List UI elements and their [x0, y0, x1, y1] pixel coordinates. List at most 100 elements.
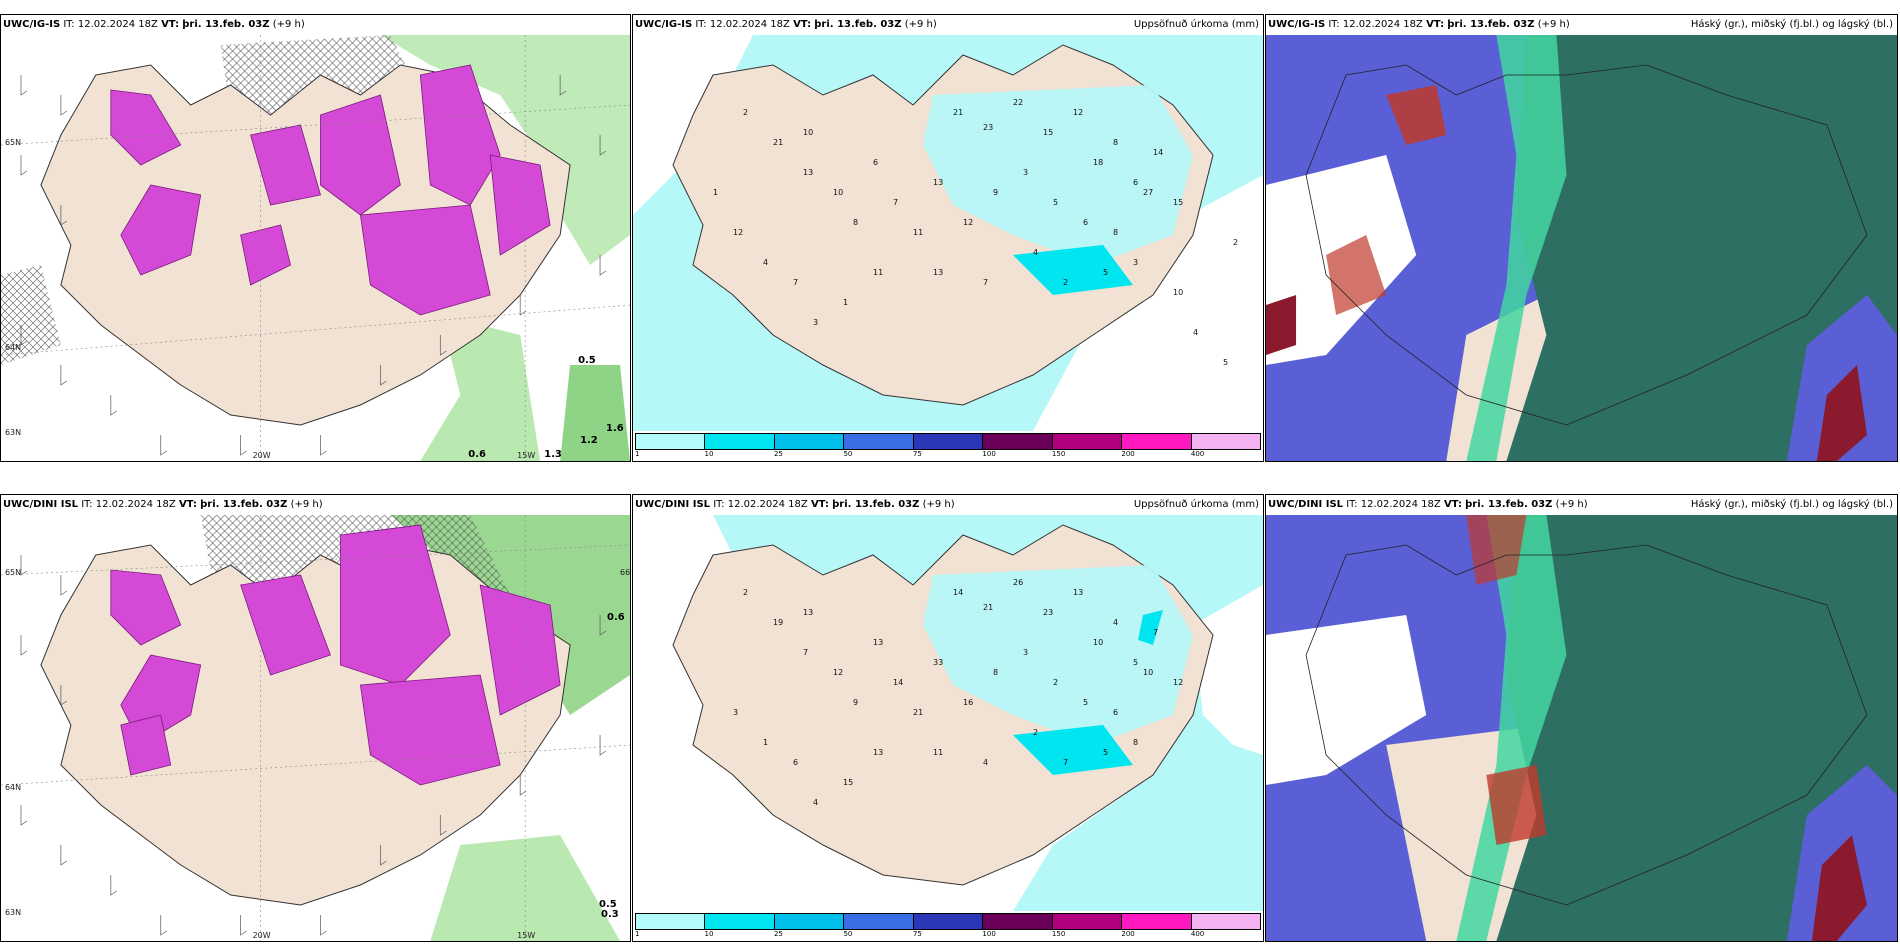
- panel-title: Háský (gr.), miðský (fj.bl.) og lágský (…: [1690, 19, 1893, 30]
- cloud-map: [1266, 515, 1897, 941]
- vt-value: þri. 13.feb. 03Z: [1447, 19, 1535, 30]
- colorbar-tick: 200: [1121, 450, 1135, 458]
- station-precip-value: 14: [953, 588, 963, 597]
- station-precip-value: 5: [1103, 748, 1108, 757]
- station-precip-value: 12: [733, 228, 743, 237]
- colorbar-ticks: 1 10 25 50 75 100 150 200 400: [635, 930, 1261, 939]
- model-name: UWC/DINI ISL: [635, 499, 711, 510]
- station-precip-value: 15: [1173, 198, 1183, 207]
- panel-header: UWC/DINI ISL IT: 12.02.2024 18Z VT: þri.…: [1, 495, 630, 515]
- station-precip-value: 1: [763, 738, 768, 747]
- station-precip-value: 6: [1133, 178, 1138, 187]
- cloud-cover-panel-dini: UWC/DINI ISL IT: 12.02.2024 18Z VT: þri.…: [1265, 494, 1898, 942]
- station-precip-value: 6: [873, 158, 878, 167]
- station-precip-value: 27: [1143, 188, 1153, 197]
- colorbar-swatch: [1052, 914, 1123, 929]
- colorbar: 1 10 25 50 75 100 150 200 400: [635, 433, 1261, 459]
- station-precip-value: 4: [1033, 248, 1038, 257]
- colorbar-tick: 200: [1121, 930, 1135, 938]
- cloud-cover-panel-igis: UWC/IG-IS IT: 12.02.2024 18Z VT: þri. 13…: [1265, 14, 1898, 462]
- station-precip-value: 26: [1013, 578, 1023, 587]
- station-precip-value: 8: [993, 668, 998, 677]
- colorbar-swatch: [774, 914, 845, 929]
- accum-numbers: 2191371421262313104512913142133168325610…: [733, 578, 1183, 807]
- lon-label: 15W: [517, 451, 535, 460]
- station-precip-value: 7: [1063, 758, 1068, 767]
- precip-panel-igis: UWC/IG-IS IT: 12.02.2024 18Z VT: þri. 13…: [0, 14, 631, 462]
- colorbar-tick: 400: [1190, 930, 1205, 938]
- station-precip-value: 13: [873, 638, 883, 647]
- colorbar-swatch: [1191, 434, 1260, 449]
- lon-label: 15W: [517, 931, 535, 940]
- station-precip-value: 13: [1073, 588, 1083, 597]
- station-precip-value: 2: [743, 588, 748, 597]
- lead-time: (+9 h): [904, 19, 937, 30]
- station-precip-value: 11: [913, 228, 923, 237]
- station-precip-value: 7: [893, 198, 898, 207]
- colorbar-swatch: [913, 434, 984, 449]
- station-precip-value: 3: [1023, 648, 1028, 657]
- station-precip-value: 11: [933, 748, 943, 757]
- station-precip-value: 2: [1033, 728, 1038, 737]
- colorbar-tick: 25: [773, 930, 783, 938]
- station-precip-value: 15: [1043, 128, 1053, 137]
- lon-label: 20W: [253, 931, 271, 940]
- vt-value: þri. 13.feb. 03Z: [814, 19, 902, 30]
- colorbar-tick: 10: [704, 930, 714, 938]
- precip-value-label: 0.5: [599, 899, 617, 910]
- panel-header: UWC/DINI ISL IT: 12.02.2024 18Z VT: þri.…: [633, 495, 1263, 515]
- station-precip-value: 2: [1233, 238, 1238, 247]
- vt-label: VT:: [810, 499, 829, 510]
- colorbar-swatch: [636, 434, 706, 449]
- precip-value-label: 1.6: [606, 423, 624, 434]
- lat-label: 66N: [620, 568, 630, 577]
- colorbar-swatch: [913, 914, 984, 929]
- colorbar-tick: 150: [1051, 450, 1066, 458]
- cloud-map: [1266, 35, 1897, 461]
- it-label: IT:: [81, 499, 93, 510]
- colorbar-swatch: [1122, 914, 1192, 929]
- it-label: IT:: [1328, 19, 1340, 30]
- station-precip-value: 21: [983, 603, 993, 612]
- vt-value: þri. 13.feb. 03Z: [200, 499, 288, 510]
- station-precip-value: 8: [1133, 738, 1138, 747]
- station-precip-value: 10: [833, 188, 843, 197]
- vt-value: þri. 13.feb. 03Z: [1465, 499, 1553, 510]
- station-precip-value: 10: [1143, 668, 1153, 677]
- accum-numbers: 2211013212322151218861086711131293568271…: [713, 98, 1238, 367]
- station-precip-value: 8: [1113, 138, 1118, 147]
- precip-value-label: 0.5: [578, 355, 596, 366]
- precip-map: 65N 64N 63N 20W 15W 0.5 1.6 1.2 0.6 1.3: [1, 35, 630, 461]
- station-precip-value: 23: [1043, 608, 1053, 617]
- precip-value-label: 0.3: [601, 909, 619, 920]
- station-precip-value: 14: [893, 678, 903, 687]
- panel-header: UWC/DINI ISL IT: 12.02.2024 18Z VT: þri.…: [1266, 495, 1897, 515]
- station-precip-value: 4: [763, 258, 768, 267]
- lead-time: (+9 h): [1537, 19, 1570, 30]
- colorbar-swatch: [1122, 434, 1192, 449]
- lat-label: 64N: [5, 343, 21, 352]
- station-precip-value: 3: [733, 708, 738, 717]
- vt-value: þri. 13.feb. 03Z: [832, 499, 920, 510]
- station-precip-value: 16: [963, 698, 973, 707]
- colorbar-swatch: [844, 914, 914, 929]
- precip-map: 66N 65N 64N 63N 20W 15W 0.6 0.5 0.3: [1, 515, 630, 941]
- lat-label: 65N: [5, 568, 21, 577]
- precip-value-label: 0.6: [607, 612, 625, 623]
- station-precip-value: 5: [1053, 198, 1058, 207]
- station-precip-value: 13: [873, 748, 883, 757]
- station-precip-value: 15: [843, 778, 853, 787]
- colorbar-tick: 100: [982, 450, 996, 458]
- station-precip-value: 23: [983, 123, 993, 132]
- station-precip-value: 5: [1083, 698, 1088, 707]
- it-label: IT:: [713, 499, 725, 510]
- model-name: UWC/DINI ISL: [3, 499, 79, 510]
- station-precip-value: 6: [1083, 218, 1088, 227]
- vt-label: VT:: [1426, 19, 1445, 30]
- colorbar-tick: 10: [704, 450, 714, 458]
- station-precip-value: 12: [833, 668, 843, 677]
- it-label: IT:: [1346, 499, 1358, 510]
- panel-title: Uppsöfnuð úrkoma (mm): [1133, 499, 1259, 510]
- colorbar-swatch: [636, 914, 706, 929]
- lead-time: (+9 h): [272, 19, 305, 30]
